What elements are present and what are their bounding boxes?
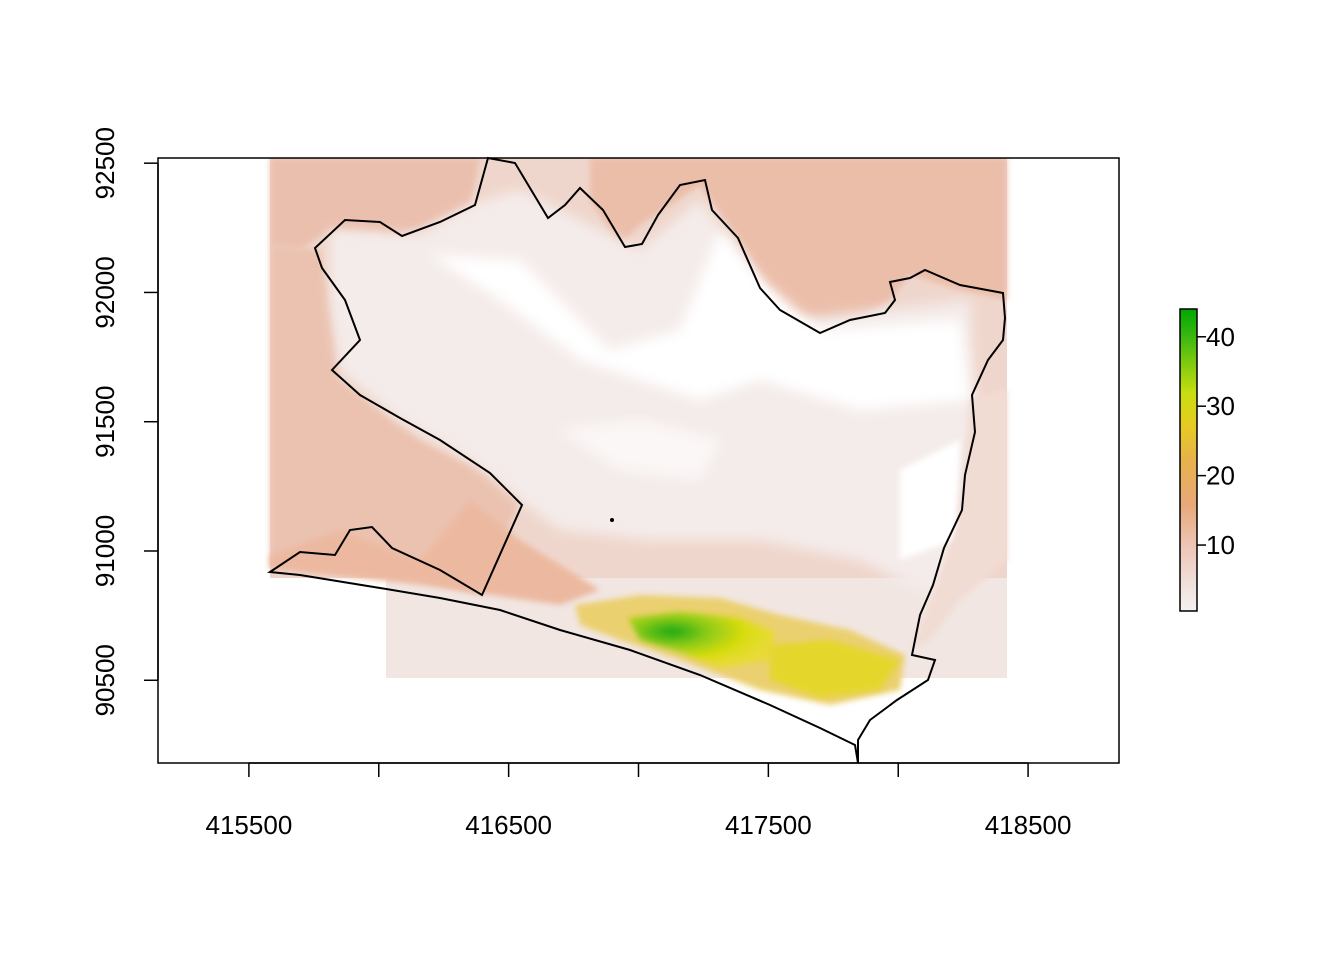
colorbar-ticks: 10 20 30 40: [1197, 322, 1235, 560]
colorbar-tick-label: 40: [1206, 322, 1235, 352]
y-tick-label: 91000: [90, 515, 120, 587]
colorbar-tick-label: 30: [1206, 391, 1235, 421]
raster-ne-urban: [590, 158, 1007, 330]
boundary-line: [267, 156, 1007, 764]
raster-water-mid: [560, 420, 720, 480]
raster-west-upland: [270, 245, 520, 595]
y-tick-label: 90500: [90, 644, 120, 716]
y-axis: 90500 91000 91500 92000 92500: [90, 127, 159, 716]
raster-sw-slope: [270, 500, 600, 605]
raster-east-coast: [910, 390, 1007, 650]
x-tick-label: 416500: [465, 810, 552, 840]
y-tick-label: 92500: [90, 127, 120, 199]
raster-water-east: [900, 440, 960, 560]
x-tick-label: 417500: [725, 810, 812, 840]
y-tick-label: 91500: [90, 386, 120, 458]
x-axis: 415500 416500 417500 418500: [206, 762, 1072, 840]
colorbar-tick-label: 10: [1206, 530, 1235, 560]
elevation-raster: [270, 158, 1007, 705]
colorbar-gradient: [1179, 308, 1198, 612]
x-tick-label: 418500: [985, 810, 1072, 840]
raster-water-channels: [430, 230, 970, 410]
x-tick-label: 415500: [206, 810, 293, 840]
colorbar-legend: 10 20 30 40: [1179, 308, 1235, 612]
colorbar-tick-label: 20: [1206, 461, 1235, 491]
raster-spot: [610, 518, 614, 522]
raster-ridge-east: [770, 640, 900, 698]
raster-nw-upland: [270, 158, 480, 250]
y-tick-label: 92000: [90, 256, 120, 328]
raster-high-ridge: [628, 612, 775, 668]
